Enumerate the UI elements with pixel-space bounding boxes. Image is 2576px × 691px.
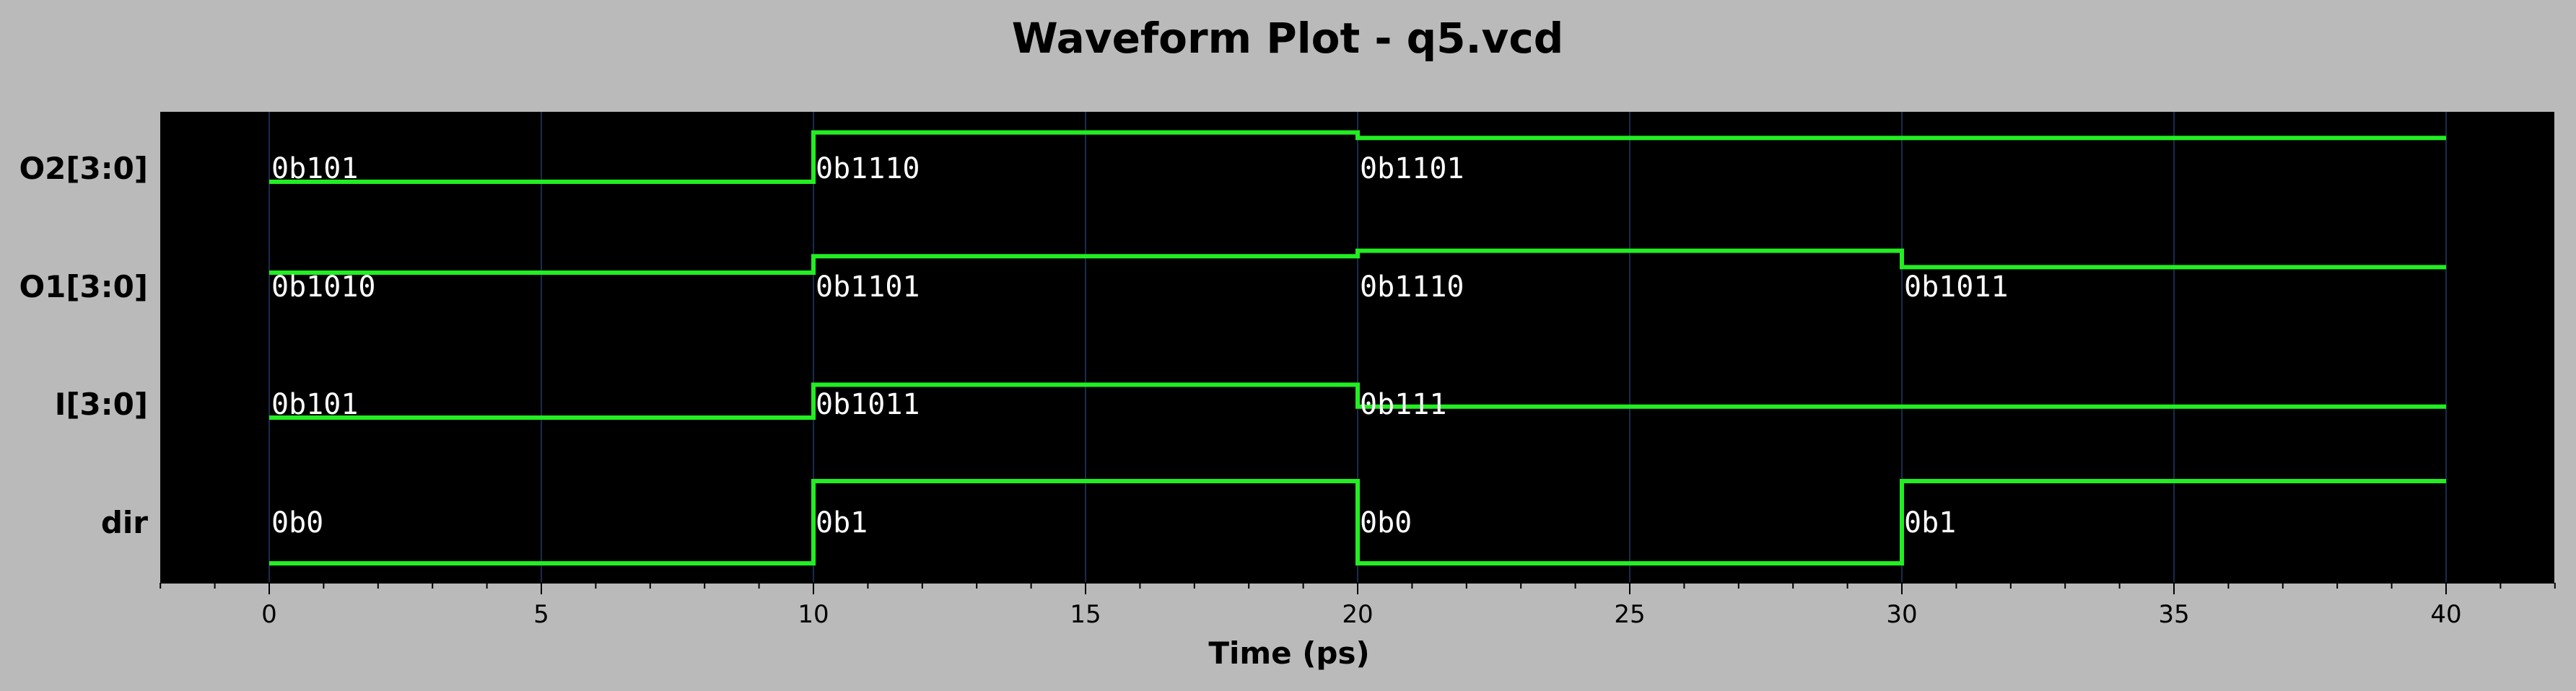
value-label: 0b1010 bbox=[271, 270, 376, 304]
value-label: 0b1110 bbox=[816, 152, 920, 185]
signal-label: I[3:0] bbox=[55, 387, 148, 422]
signal-label: O2[3:0] bbox=[19, 151, 148, 186]
signal-label: O1[3:0] bbox=[19, 269, 148, 304]
value-label: 0b1101 bbox=[816, 270, 920, 304]
x-axis-label: Time (ps) bbox=[1208, 635, 1369, 671]
value-label: 0b101 bbox=[271, 152, 358, 185]
value-label: 0b1101 bbox=[1360, 152, 1464, 185]
x-tick-label: 40 bbox=[2430, 600, 2461, 629]
x-tick-label: 5 bbox=[533, 600, 549, 629]
waveform-o130 bbox=[269, 248, 2446, 275]
x-tick-label: 35 bbox=[2158, 600, 2189, 629]
x-tick-label: 25 bbox=[1614, 600, 1645, 629]
waveform-dir bbox=[269, 479, 2446, 565]
x-tick-label: 20 bbox=[1342, 600, 1373, 629]
chart-title: Waveform Plot - q5.vcd bbox=[1012, 14, 1564, 63]
signal-label: dir bbox=[101, 505, 148, 540]
value-label: 0b1 bbox=[1904, 506, 1956, 540]
value-label: 0b1 bbox=[816, 506, 868, 540]
waveform-i30 bbox=[269, 382, 2446, 420]
x-tick-label: 0 bbox=[261, 600, 277, 629]
waveform-o230 bbox=[269, 130, 2446, 184]
value-label: 0b111 bbox=[1360, 388, 1446, 421]
x-axis: 0 5 10 15 20 25 30 35 40 bbox=[160, 582, 2556, 629]
x-tick-label: 30 bbox=[1886, 600, 1917, 629]
waveforms bbox=[269, 130, 2446, 565]
value-labels: 0b101 0b1110 0b1101 0b1010 0b1101 0b1110 0b101… bbox=[271, 152, 2009, 540]
value-label: 0b0 bbox=[1360, 506, 1412, 540]
x-tick-label: 10 bbox=[798, 600, 829, 629]
value-label: 0b0 bbox=[271, 506, 323, 540]
value-label: 0b101 bbox=[271, 388, 358, 421]
value-label: 0b1011 bbox=[816, 388, 920, 421]
x-tick-label: 15 bbox=[1070, 600, 1101, 629]
value-label: 0b1011 bbox=[1904, 270, 2009, 304]
signal-labels: O2[3:0] O1[3:0] I[3:0] dir bbox=[19, 151, 148, 540]
value-label: 0b1110 bbox=[1360, 270, 1464, 304]
